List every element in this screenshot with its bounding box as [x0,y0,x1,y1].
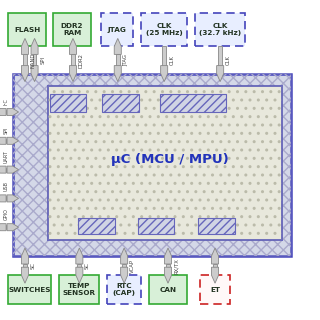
FancyArrow shape [161,66,168,82]
Bar [48,86,282,240]
FancyArrow shape [69,38,76,54]
Bar [13,74,291,256]
FancyArrow shape [114,66,121,82]
FancyArrow shape [0,137,6,144]
FancyArrow shape [7,224,19,231]
Bar [78,218,115,234]
FancyArrow shape [69,66,76,82]
Bar [6,196,7,200]
Bar [71,54,75,66]
FancyArrow shape [21,267,28,283]
Bar [138,218,174,234]
Text: I²C: I²C [4,98,9,105]
Bar [213,264,217,267]
Text: DDR2: DDR2 [79,52,84,68]
Bar [23,264,27,267]
FancyArrow shape [121,248,128,264]
FancyArrow shape [31,38,38,54]
FancyArrow shape [212,248,219,264]
Bar [8,275,51,304]
Bar [141,13,187,46]
Text: SWITCHES: SWITCHES [8,287,51,292]
FancyArrow shape [0,166,6,173]
Bar [198,218,235,234]
Text: DDR2
RAM: DDR2 RAM [61,23,83,36]
Text: CLK: CLK [226,55,231,65]
Bar [13,74,291,256]
Bar [6,225,7,229]
Text: CLK
(32.7 kHz): CLK (32.7 kHz) [199,23,241,36]
FancyArrow shape [31,66,38,82]
Bar [166,264,170,267]
Text: JTAG: JTAG [124,54,129,66]
Bar [122,264,126,267]
Bar [33,54,36,66]
FancyArrow shape [7,137,19,144]
Bar [218,46,222,66]
FancyArrow shape [164,248,172,264]
FancyArrow shape [0,108,6,116]
FancyArrow shape [7,195,19,202]
Bar [6,139,7,143]
Text: UART: UART [4,150,9,163]
Bar [50,94,86,112]
FancyArrow shape [21,66,28,82]
Text: RX/TX: RX/TX [174,258,179,274]
Text: RTC
(CAP): RTC (CAP) [113,283,135,296]
Text: CLK
(25 MHz): CLK (25 MHz) [146,23,182,36]
FancyArrow shape [0,195,6,202]
Bar [160,94,226,112]
Bar [48,86,282,240]
Text: SPI: SPI [4,126,9,134]
FancyArrow shape [0,224,6,231]
Text: GPIO: GPIO [4,208,9,220]
FancyArrow shape [212,267,219,283]
Bar [107,275,141,304]
Text: CLK: CLK [170,55,175,65]
Bar [6,110,7,114]
FancyArrow shape [76,267,83,283]
Text: JTAG: JTAG [108,27,126,33]
Bar [77,264,81,267]
FancyArrow shape [217,66,224,82]
Bar [6,168,7,172]
Text: SPI: SPI [40,56,45,64]
Text: SC: SC [31,262,36,269]
Text: CAN: CAN [159,287,177,292]
Bar [195,13,245,46]
Bar [149,275,187,304]
FancyArrow shape [114,38,121,54]
Bar [102,94,139,112]
Bar [200,275,230,304]
FancyArrow shape [76,248,83,264]
Bar [23,54,27,66]
FancyArrow shape [7,166,19,173]
Text: ET: ET [210,287,220,292]
Text: FLASH: FLASH [14,27,40,33]
Bar [8,13,46,46]
FancyArrow shape [121,267,128,283]
FancyArrow shape [21,248,28,264]
Text: VCAP: VCAP [130,259,135,273]
Text: TEMP
SENSOR: TEMP SENSOR [63,283,96,296]
Bar [116,54,120,66]
Text: μC (MCU / MPU): μC (MCU / MPU) [111,154,228,166]
Text: NAND: NAND [31,52,36,68]
Bar [101,13,133,46]
Bar [162,46,166,66]
Text: USB: USB [4,181,9,191]
FancyArrow shape [164,267,172,283]
FancyArrow shape [7,108,19,116]
Bar [53,13,91,46]
Text: SC: SC [85,262,90,269]
Bar [59,275,99,304]
FancyArrow shape [21,38,28,54]
